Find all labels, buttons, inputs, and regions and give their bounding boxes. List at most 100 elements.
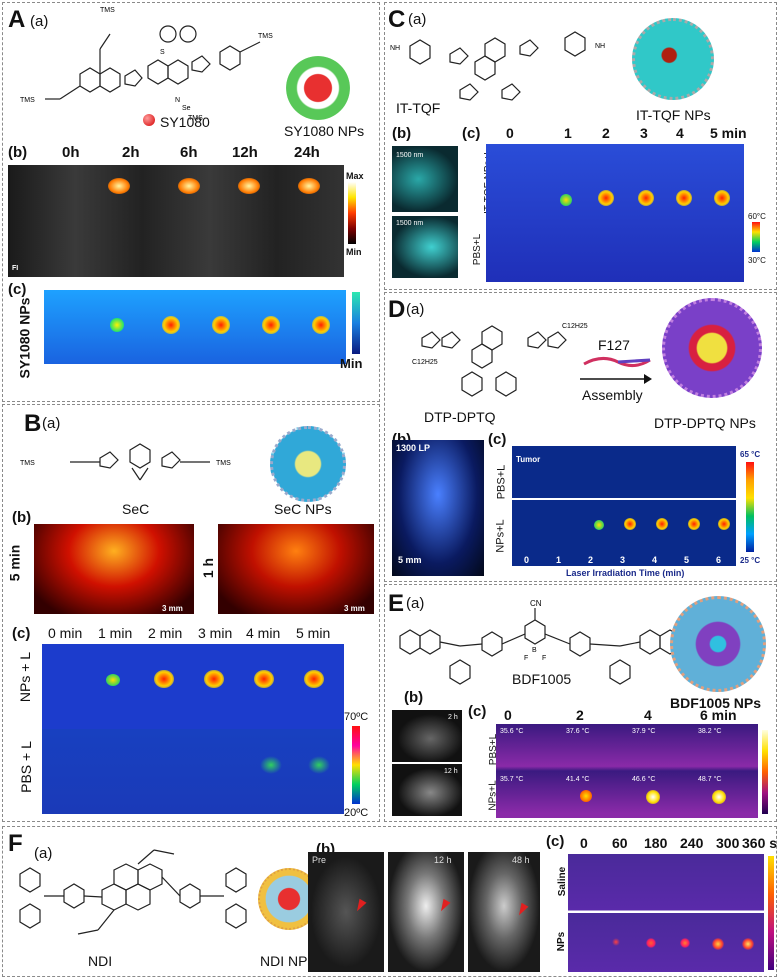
b-time-3: 3 min xyxy=(198,625,233,641)
a-time-3: 12h xyxy=(232,144,258,161)
sy-tms-4: TMS xyxy=(188,115,203,122)
d-time-2: 2 xyxy=(588,555,594,565)
e-temp-r1-0: 35.6 °C xyxy=(500,728,524,735)
panel-e-sub-b: (b) xyxy=(404,689,424,706)
sec-np-icon xyxy=(270,426,346,502)
a-hot-4 xyxy=(262,316,280,334)
e-b: B xyxy=(532,647,537,654)
b-temp-max: 70ºC xyxy=(344,711,369,723)
b-hot-1 xyxy=(106,674,120,686)
d-time-6: 6 xyxy=(716,555,722,565)
panel-c-sub-a: (a) xyxy=(408,11,427,28)
bdf1005-structure: CN B F F xyxy=(399,599,681,685)
sec-label: SeC xyxy=(122,501,150,517)
c-nm-2: 1500 nm xyxy=(396,220,424,227)
d-time-0: 0 xyxy=(524,555,530,565)
sy1080-fluor-image xyxy=(8,165,344,277)
sec-nps-label: SeC NPs xyxy=(274,501,332,517)
f-fluor-img-48h xyxy=(468,852,540,972)
f-img-12h: 12 h xyxy=(434,855,452,865)
dtp-dptq-np-icon xyxy=(662,298,762,398)
panel-e-letter: E xyxy=(388,590,405,617)
panel-b-sub-a: (a) xyxy=(42,415,61,432)
glow-spot-2h xyxy=(108,178,130,194)
b-time-left: 5 min xyxy=(6,544,23,582)
c-vessel-img-2 xyxy=(392,216,458,278)
f-hot-5 xyxy=(742,938,754,950)
panel-f-letter: F xyxy=(8,830,23,857)
a-time-0: 0h xyxy=(62,144,80,161)
b-hot-3 xyxy=(204,670,224,688)
c-time-3: 3 xyxy=(640,125,648,141)
a-bar-min: Min xyxy=(346,247,362,257)
c-nh-2: NH xyxy=(595,43,605,50)
c-time-5: 5 min xyxy=(710,125,747,141)
d-alkyl-2: C12H25 xyxy=(562,323,588,330)
e-time-3: 6 min xyxy=(700,707,737,723)
sy-se-atom: Se xyxy=(182,105,191,112)
panel-d-sub-c: (c) xyxy=(488,431,507,448)
e-cn: CN xyxy=(530,599,542,608)
assembly-arrow-icon xyxy=(580,374,652,384)
e-colorbar xyxy=(762,730,768,814)
b-time-1: 1 min xyxy=(98,625,133,641)
glow-spot-6h xyxy=(178,178,200,194)
e-time-2: 4 xyxy=(644,707,652,723)
c-thermal-grid xyxy=(486,144,744,282)
sy1080-structure: S N Se TMS TMS TMS TMS xyxy=(20,7,273,122)
e-img-b1: 2 h xyxy=(448,714,458,721)
d-hot-4 xyxy=(688,518,700,530)
panel-c-letter: C xyxy=(388,6,406,33)
c-hot-1 xyxy=(560,194,572,206)
f-row-1: Saline xyxy=(557,866,569,897)
d-row-2: NPs+L xyxy=(494,519,507,553)
b-time-0: 0 min xyxy=(48,625,83,641)
bdf1005-nps-label: BDF1005 NPs xyxy=(670,695,762,711)
sy-tms-2: TMS xyxy=(20,97,35,104)
sec-structure: TMS TMS xyxy=(20,443,231,481)
b-time-2: 2 min xyxy=(148,625,183,641)
sy-n-atom: N xyxy=(175,97,180,104)
e-fluor-img-1 xyxy=(392,710,462,762)
b-warm-row2b xyxy=(308,756,330,774)
d-hot-2 xyxy=(624,518,636,530)
panel-a xyxy=(2,2,380,402)
it-tqf-label: IT-TQF xyxy=(396,100,441,116)
b-hot-4 xyxy=(254,670,274,688)
b-time-5: 5 min xyxy=(296,625,331,641)
dtp-dptq-label: DTP-DPTQ xyxy=(424,409,496,425)
c-hot-4 xyxy=(676,190,692,206)
e-temp-r1-1: 37.6 °C xyxy=(566,728,590,735)
f-fluor-img-12h xyxy=(388,852,464,972)
panel-b-letter: B xyxy=(24,410,42,437)
d-vessel-image xyxy=(392,440,484,576)
glow-spot-24h xyxy=(298,178,320,194)
d-scale: 5 mm xyxy=(398,555,422,565)
a-colorbar xyxy=(348,182,356,244)
ndi-label: NDI xyxy=(88,953,113,969)
panel-c xyxy=(384,2,777,290)
c-colorbar xyxy=(752,222,760,252)
panel-f-sub-c: (c) xyxy=(546,833,565,850)
a-fi-label: FI xyxy=(12,265,19,272)
ndi-structure xyxy=(19,849,247,935)
b-scale-left: 3 mm xyxy=(162,604,183,613)
d-hot-5 xyxy=(718,518,730,530)
f-img-pre: Pre xyxy=(312,855,327,865)
d-thermal-grid xyxy=(512,446,736,554)
panel-a-letter: A xyxy=(8,6,26,33)
d-time-1: 1 xyxy=(556,555,562,565)
a-row-label: SY1080 NPs xyxy=(16,297,33,379)
c-vessel-img-1 xyxy=(392,146,458,212)
ndi-nps-label: NDI NPs xyxy=(260,953,315,969)
a-time-2: 6h xyxy=(180,144,198,161)
e-fluor-img-2 xyxy=(392,764,462,816)
c-row-2: PBS+L xyxy=(472,233,484,266)
sy1080-label: SY1080 xyxy=(160,114,210,130)
panel-d xyxy=(384,292,777,582)
f-hot-4 xyxy=(712,938,724,950)
b-row-2: PBS + L xyxy=(17,741,34,793)
f-time-1: 60 xyxy=(612,835,628,851)
c-time-1: 1 xyxy=(564,125,572,141)
a-hot-2 xyxy=(162,316,180,334)
